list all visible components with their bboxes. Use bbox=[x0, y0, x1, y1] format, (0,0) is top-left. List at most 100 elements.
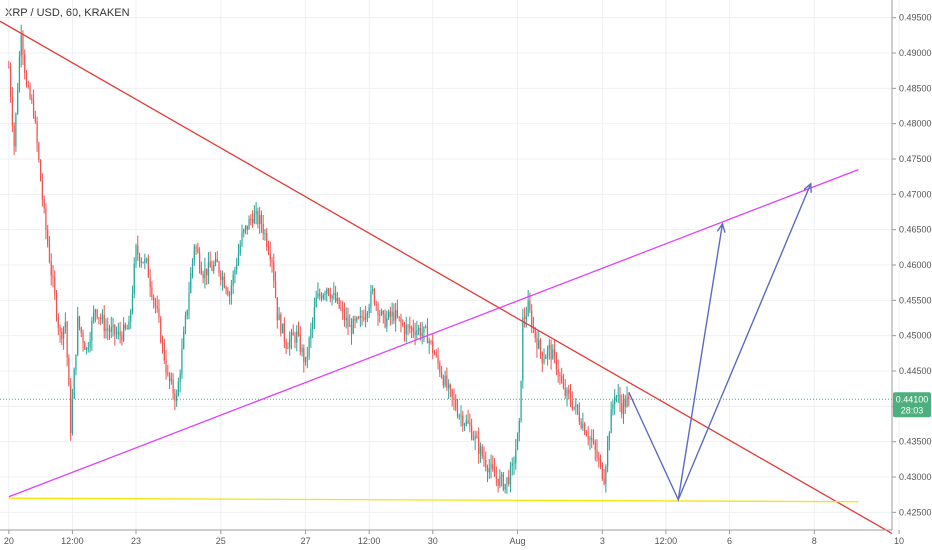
candle-body bbox=[573, 406, 575, 409]
candle-body bbox=[490, 464, 492, 469]
candle-body bbox=[486, 467, 489, 473]
candle-body bbox=[61, 331, 63, 339]
candle-body bbox=[372, 289, 374, 292]
candle-body bbox=[622, 399, 625, 414]
candle-body bbox=[84, 342, 86, 350]
x-tick-label: 27 bbox=[301, 536, 311, 546]
candle-body bbox=[587, 435, 589, 440]
candle-body bbox=[336, 297, 338, 302]
candle-body bbox=[460, 415, 462, 417]
candle-body bbox=[151, 287, 153, 298]
candle-body bbox=[449, 384, 452, 390]
candle-body bbox=[11, 97, 13, 126]
candle-body bbox=[168, 373, 171, 381]
candle-body bbox=[327, 288, 330, 295]
candle-body bbox=[624, 399, 626, 407]
candle-body bbox=[463, 424, 466, 426]
candle-body bbox=[614, 396, 616, 405]
candle-body bbox=[585, 433, 588, 436]
candle-body bbox=[131, 293, 134, 311]
candle-body bbox=[52, 275, 54, 278]
candle-body bbox=[218, 262, 220, 273]
candle-body bbox=[278, 314, 280, 321]
candle-body bbox=[366, 313, 369, 316]
candle-body bbox=[170, 379, 172, 381]
drawings bbox=[0, 20, 893, 535]
candle-body bbox=[276, 297, 278, 321]
y-tick-label: 0.49000 bbox=[899, 48, 932, 58]
candle-body bbox=[294, 335, 296, 343]
candle-body bbox=[296, 331, 298, 343]
candle-body bbox=[485, 459, 487, 468]
projection-arrow bbox=[677, 183, 812, 500]
candle-body bbox=[115, 333, 118, 335]
candle-body bbox=[191, 259, 194, 274]
candle-body bbox=[352, 318, 354, 334]
candle-body bbox=[527, 300, 529, 316]
candle-body bbox=[281, 323, 284, 334]
candle-body bbox=[349, 325, 351, 327]
candle-body bbox=[262, 223, 264, 234]
candle-body bbox=[319, 293, 321, 297]
candle-body bbox=[200, 268, 202, 275]
candle-body bbox=[27, 85, 29, 87]
y-tick-label: 0.46500 bbox=[899, 225, 932, 235]
candle-body bbox=[174, 393, 176, 401]
candle-body bbox=[493, 469, 496, 477]
candle-body bbox=[273, 261, 275, 281]
candle-body bbox=[462, 415, 464, 426]
candle-body bbox=[502, 474, 505, 490]
x-tick-label: 12:00 bbox=[61, 536, 84, 546]
x-tick-label: 10 bbox=[894, 536, 904, 546]
candle-body bbox=[334, 293, 337, 302]
candle-body bbox=[239, 244, 241, 254]
candle-body bbox=[220, 272, 222, 280]
candle-body bbox=[592, 440, 595, 442]
candle-body bbox=[555, 354, 558, 370]
candle-body bbox=[160, 318, 162, 343]
candle-body bbox=[287, 347, 289, 349]
candle-body bbox=[202, 274, 204, 279]
candle-body bbox=[380, 311, 383, 315]
candle-body bbox=[373, 289, 376, 304]
candle-body bbox=[569, 393, 572, 402]
candle-body bbox=[156, 306, 158, 309]
candle-body bbox=[566, 389, 568, 396]
candle-body bbox=[214, 258, 217, 265]
candle-body bbox=[91, 320, 93, 341]
candle-body bbox=[432, 341, 434, 354]
candle-body bbox=[483, 456, 485, 460]
candle-body bbox=[501, 474, 503, 477]
candle-body bbox=[329, 294, 331, 299]
candle-body bbox=[418, 327, 420, 331]
candle-body bbox=[545, 356, 547, 360]
x-tick-label: 25 bbox=[216, 536, 226, 546]
candle-body bbox=[40, 160, 42, 181]
candle-body bbox=[114, 325, 116, 335]
candle-body bbox=[172, 379, 174, 394]
candle-body bbox=[488, 468, 490, 473]
candle-body bbox=[481, 446, 483, 457]
current-price-badge bbox=[893, 392, 931, 418]
candle-body bbox=[80, 327, 82, 334]
candle-body bbox=[227, 290, 229, 296]
candle-body bbox=[599, 459, 602, 464]
candle-body bbox=[253, 213, 255, 224]
candle-body bbox=[301, 348, 303, 353]
candle-body bbox=[410, 327, 413, 329]
y-tick-label: 0.48000 bbox=[899, 119, 932, 129]
current-price-value: 0.44100 bbox=[896, 394, 929, 404]
candle-body bbox=[509, 466, 512, 485]
candle-body bbox=[414, 331, 416, 335]
candle-body bbox=[78, 316, 81, 328]
candle-body bbox=[446, 375, 448, 388]
candle-body bbox=[184, 315, 187, 332]
candle-body bbox=[133, 263, 135, 294]
candle-body bbox=[440, 372, 443, 378]
candle-body bbox=[580, 421, 582, 428]
candle-body bbox=[603, 478, 605, 484]
candle-body bbox=[409, 325, 411, 329]
candle-body bbox=[448, 384, 450, 388]
